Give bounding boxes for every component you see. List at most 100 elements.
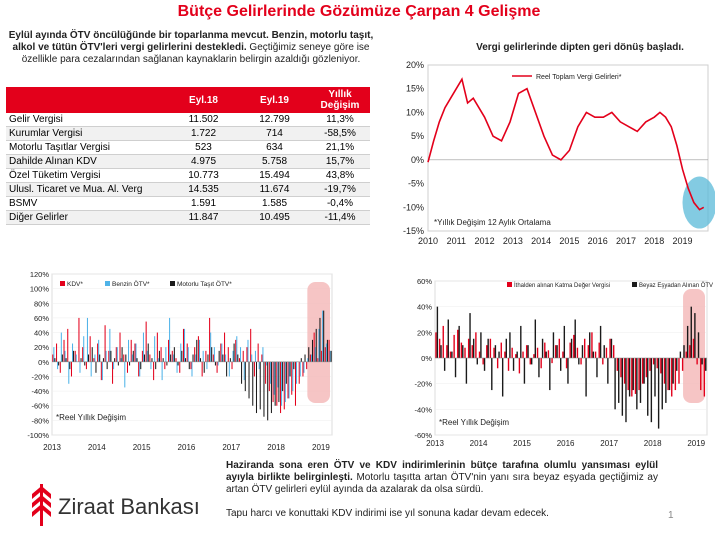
row-label: Ulusl. Ticaret ve Mua. Al. Verg bbox=[6, 182, 168, 197]
y-tick-label: 0% bbox=[38, 358, 49, 367]
intro-rest: Geçtiğimiz seneye göre ise özellikle par… bbox=[21, 42, 370, 65]
bar-2 bbox=[534, 319, 537, 358]
bar-1 bbox=[67, 328, 69, 362]
bar-1 bbox=[138, 361, 140, 377]
bar-1 bbox=[692, 338, 695, 358]
cell-value: 5.758 bbox=[239, 154, 310, 169]
bar-3 bbox=[65, 358, 67, 362]
y-tick-label: -10% bbox=[403, 202, 424, 212]
bar-1 bbox=[302, 361, 304, 377]
bar-1 bbox=[442, 325, 444, 358]
bar-2 bbox=[603, 345, 605, 358]
bar-2 bbox=[618, 358, 620, 403]
y-tick-label: 0% bbox=[411, 155, 424, 165]
intro-bold: Eylül ayında ÖTV öncülüğünde bir toparla… bbox=[8, 30, 374, 53]
bar-2 bbox=[683, 345, 685, 358]
bar-1 bbox=[551, 358, 553, 364]
bar-1 bbox=[525, 345, 528, 358]
bar-2 bbox=[483, 358, 486, 371]
bar-1 bbox=[667, 358, 669, 391]
bar-2 bbox=[213, 347, 215, 362]
bar-2 bbox=[176, 361, 178, 373]
bar-1 bbox=[123, 354, 125, 362]
bar-2 bbox=[247, 339, 249, 362]
bar-1 bbox=[212, 354, 214, 362]
bar-2 bbox=[610, 338, 613, 358]
cell-value: 15.494 bbox=[239, 168, 310, 183]
cell-value: 10.495 bbox=[239, 210, 310, 225]
bar-3 bbox=[125, 354, 127, 362]
bar-1 bbox=[671, 358, 673, 397]
bar-1 bbox=[544, 342, 546, 358]
bar-1 bbox=[602, 358, 604, 365]
bar-2 bbox=[487, 338, 489, 358]
bar-1 bbox=[638, 358, 640, 391]
bar-3 bbox=[173, 347, 175, 362]
bar-2 bbox=[131, 354, 133, 362]
highlight-ellipse bbox=[682, 176, 715, 229]
bar-3 bbox=[166, 361, 168, 366]
bar-2 bbox=[221, 343, 223, 362]
bar-1 bbox=[631, 358, 633, 397]
bar-3 bbox=[91, 347, 93, 362]
bar-1 bbox=[594, 351, 597, 358]
bar-2 bbox=[465, 358, 468, 384]
y-tick-label: 20% bbox=[417, 328, 432, 337]
ziraat-logo: Ziraat Bankası bbox=[32, 484, 200, 526]
bar-2 bbox=[607, 358, 609, 384]
bar-1 bbox=[186, 343, 188, 362]
bar-3 bbox=[87, 354, 90, 362]
bar-2 bbox=[498, 351, 500, 358]
commentary-paragraph: Haziranda sona eren ÖTV ve KDV indirimle… bbox=[226, 460, 658, 496]
bar-2 bbox=[172, 354, 174, 362]
table-header-cell: Eyl.19 bbox=[239, 87, 310, 113]
bar-3 bbox=[58, 361, 60, 366]
bar-3 bbox=[110, 350, 112, 362]
bar-3 bbox=[69, 361, 71, 370]
legend-swatch bbox=[507, 282, 512, 287]
y-tick-label: 10% bbox=[406, 107, 424, 117]
bar-2 bbox=[523, 358, 526, 384]
bar-2 bbox=[210, 332, 212, 362]
intro-text: Eylül ayında ÖTV öncülüğünde bir toparla… bbox=[6, 30, 376, 66]
bar-1 bbox=[435, 332, 437, 358]
page-title: Bütçe Gelirlerinde Gözümüze Çarpan 4 Gel… bbox=[177, 3, 541, 20]
bar-1 bbox=[268, 361, 270, 392]
bar-1 bbox=[562, 351, 564, 358]
bar-1 bbox=[190, 361, 192, 370]
x-tick-label: 2017 bbox=[616, 236, 636, 246]
bar-1 bbox=[93, 358, 95, 362]
cell-value: 11.674 bbox=[239, 182, 310, 197]
y-tick-label: -100% bbox=[27, 431, 49, 440]
bar-2 bbox=[142, 332, 144, 362]
bar-2 bbox=[632, 358, 634, 391]
bar-3 bbox=[311, 339, 314, 362]
bar-2 bbox=[198, 339, 200, 362]
bar-2 bbox=[694, 313, 696, 358]
bar-3 bbox=[199, 358, 202, 362]
bar-2 bbox=[679, 351, 682, 358]
bar-2 bbox=[451, 351, 453, 358]
bar-1 bbox=[565, 358, 568, 369]
x-tick-label: 2018 bbox=[644, 439, 662, 448]
bar-1 bbox=[276, 361, 278, 406]
bar-1 bbox=[591, 332, 593, 358]
x-tick-label: 2017 bbox=[222, 443, 240, 452]
bar-1 bbox=[287, 361, 289, 399]
bar-1 bbox=[696, 358, 698, 365]
bar-2 bbox=[567, 358, 569, 384]
cell-value: 12.799 bbox=[239, 113, 310, 127]
bar-2 bbox=[180, 343, 182, 362]
bar-1 bbox=[59, 361, 61, 373]
y-tick-label: 0% bbox=[421, 354, 432, 363]
x-tick-label: 2017 bbox=[600, 439, 618, 448]
legend-swatch bbox=[170, 281, 175, 286]
bar-1 bbox=[291, 361, 293, 395]
bar-1 bbox=[486, 345, 488, 358]
bar-2 bbox=[269, 361, 271, 384]
bar-3 bbox=[158, 350, 160, 362]
revenue-table: Eyl.18 Eyl.19 Yıllık Değişim Gelir Vergi… bbox=[6, 87, 370, 225]
bar-3 bbox=[177, 361, 179, 366]
cell-value: -58,5% bbox=[310, 126, 370, 141]
bar-1 bbox=[598, 342, 600, 358]
